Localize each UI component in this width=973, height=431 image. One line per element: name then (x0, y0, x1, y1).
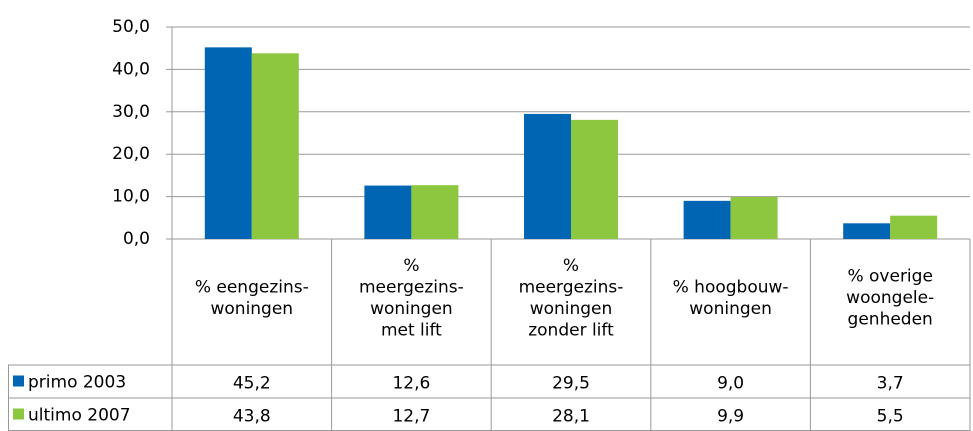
y-tick-label: 40,0 (112, 59, 150, 79)
x-tick-label: genheden (848, 310, 933, 330)
x-tick-label: % eengezins- (195, 277, 309, 297)
bar (843, 223, 891, 239)
x-tick-label: % overige (847, 267, 932, 287)
bar (730, 197, 778, 239)
bar (683, 200, 731, 239)
legend-swatch (13, 408, 24, 420)
y-tick-label: 30,0 (112, 102, 150, 122)
bar (204, 47, 252, 239)
x-tick-label: woningen (370, 299, 453, 319)
table-value: 12,6 (392, 374, 430, 394)
x-tick-label: meergezins- (359, 277, 464, 297)
table-value: 3,7 (877, 374, 904, 394)
x-tick-label: % (563, 256, 579, 276)
x-tick-label: woongele- (846, 288, 934, 308)
legend-label: ultimo 2007 (28, 406, 131, 426)
y-tick-label: 20,0 (112, 144, 150, 164)
table-value: 9,0 (717, 374, 744, 394)
x-tick-label: % (403, 256, 419, 276)
bar (571, 119, 618, 239)
table-value: 29,5 (552, 374, 590, 394)
bar (524, 113, 571, 239)
bar (364, 185, 412, 239)
table-value: 12,7 (392, 407, 430, 427)
table-value: 28,1 (552, 407, 590, 427)
table-value: 5,5 (877, 407, 904, 427)
x-tick-label: met lift (381, 320, 442, 340)
bar (411, 185, 459, 239)
legend-label: primo 2003 (28, 373, 126, 393)
x-tick-label: zonder lift (528, 320, 614, 340)
x-tick-label: % hoogbouw- (673, 277, 789, 297)
x-tick-label: woningen (210, 299, 293, 319)
y-tick-label: 0,0 (123, 229, 150, 249)
y-tick-label: 10,0 (112, 187, 150, 207)
table-value: 45,2 (233, 374, 271, 394)
y-tick-label: 50,0 (112, 17, 150, 37)
x-tick-label: woningen (530, 299, 613, 319)
legend-swatch (13, 375, 24, 387)
table-value: 43,8 (233, 407, 271, 427)
table-value: 9,9 (717, 407, 744, 427)
bar (251, 53, 299, 240)
x-tick-label: meergezins- (519, 277, 624, 297)
bar (890, 215, 938, 239)
x-tick-label: woningen (689, 299, 772, 319)
